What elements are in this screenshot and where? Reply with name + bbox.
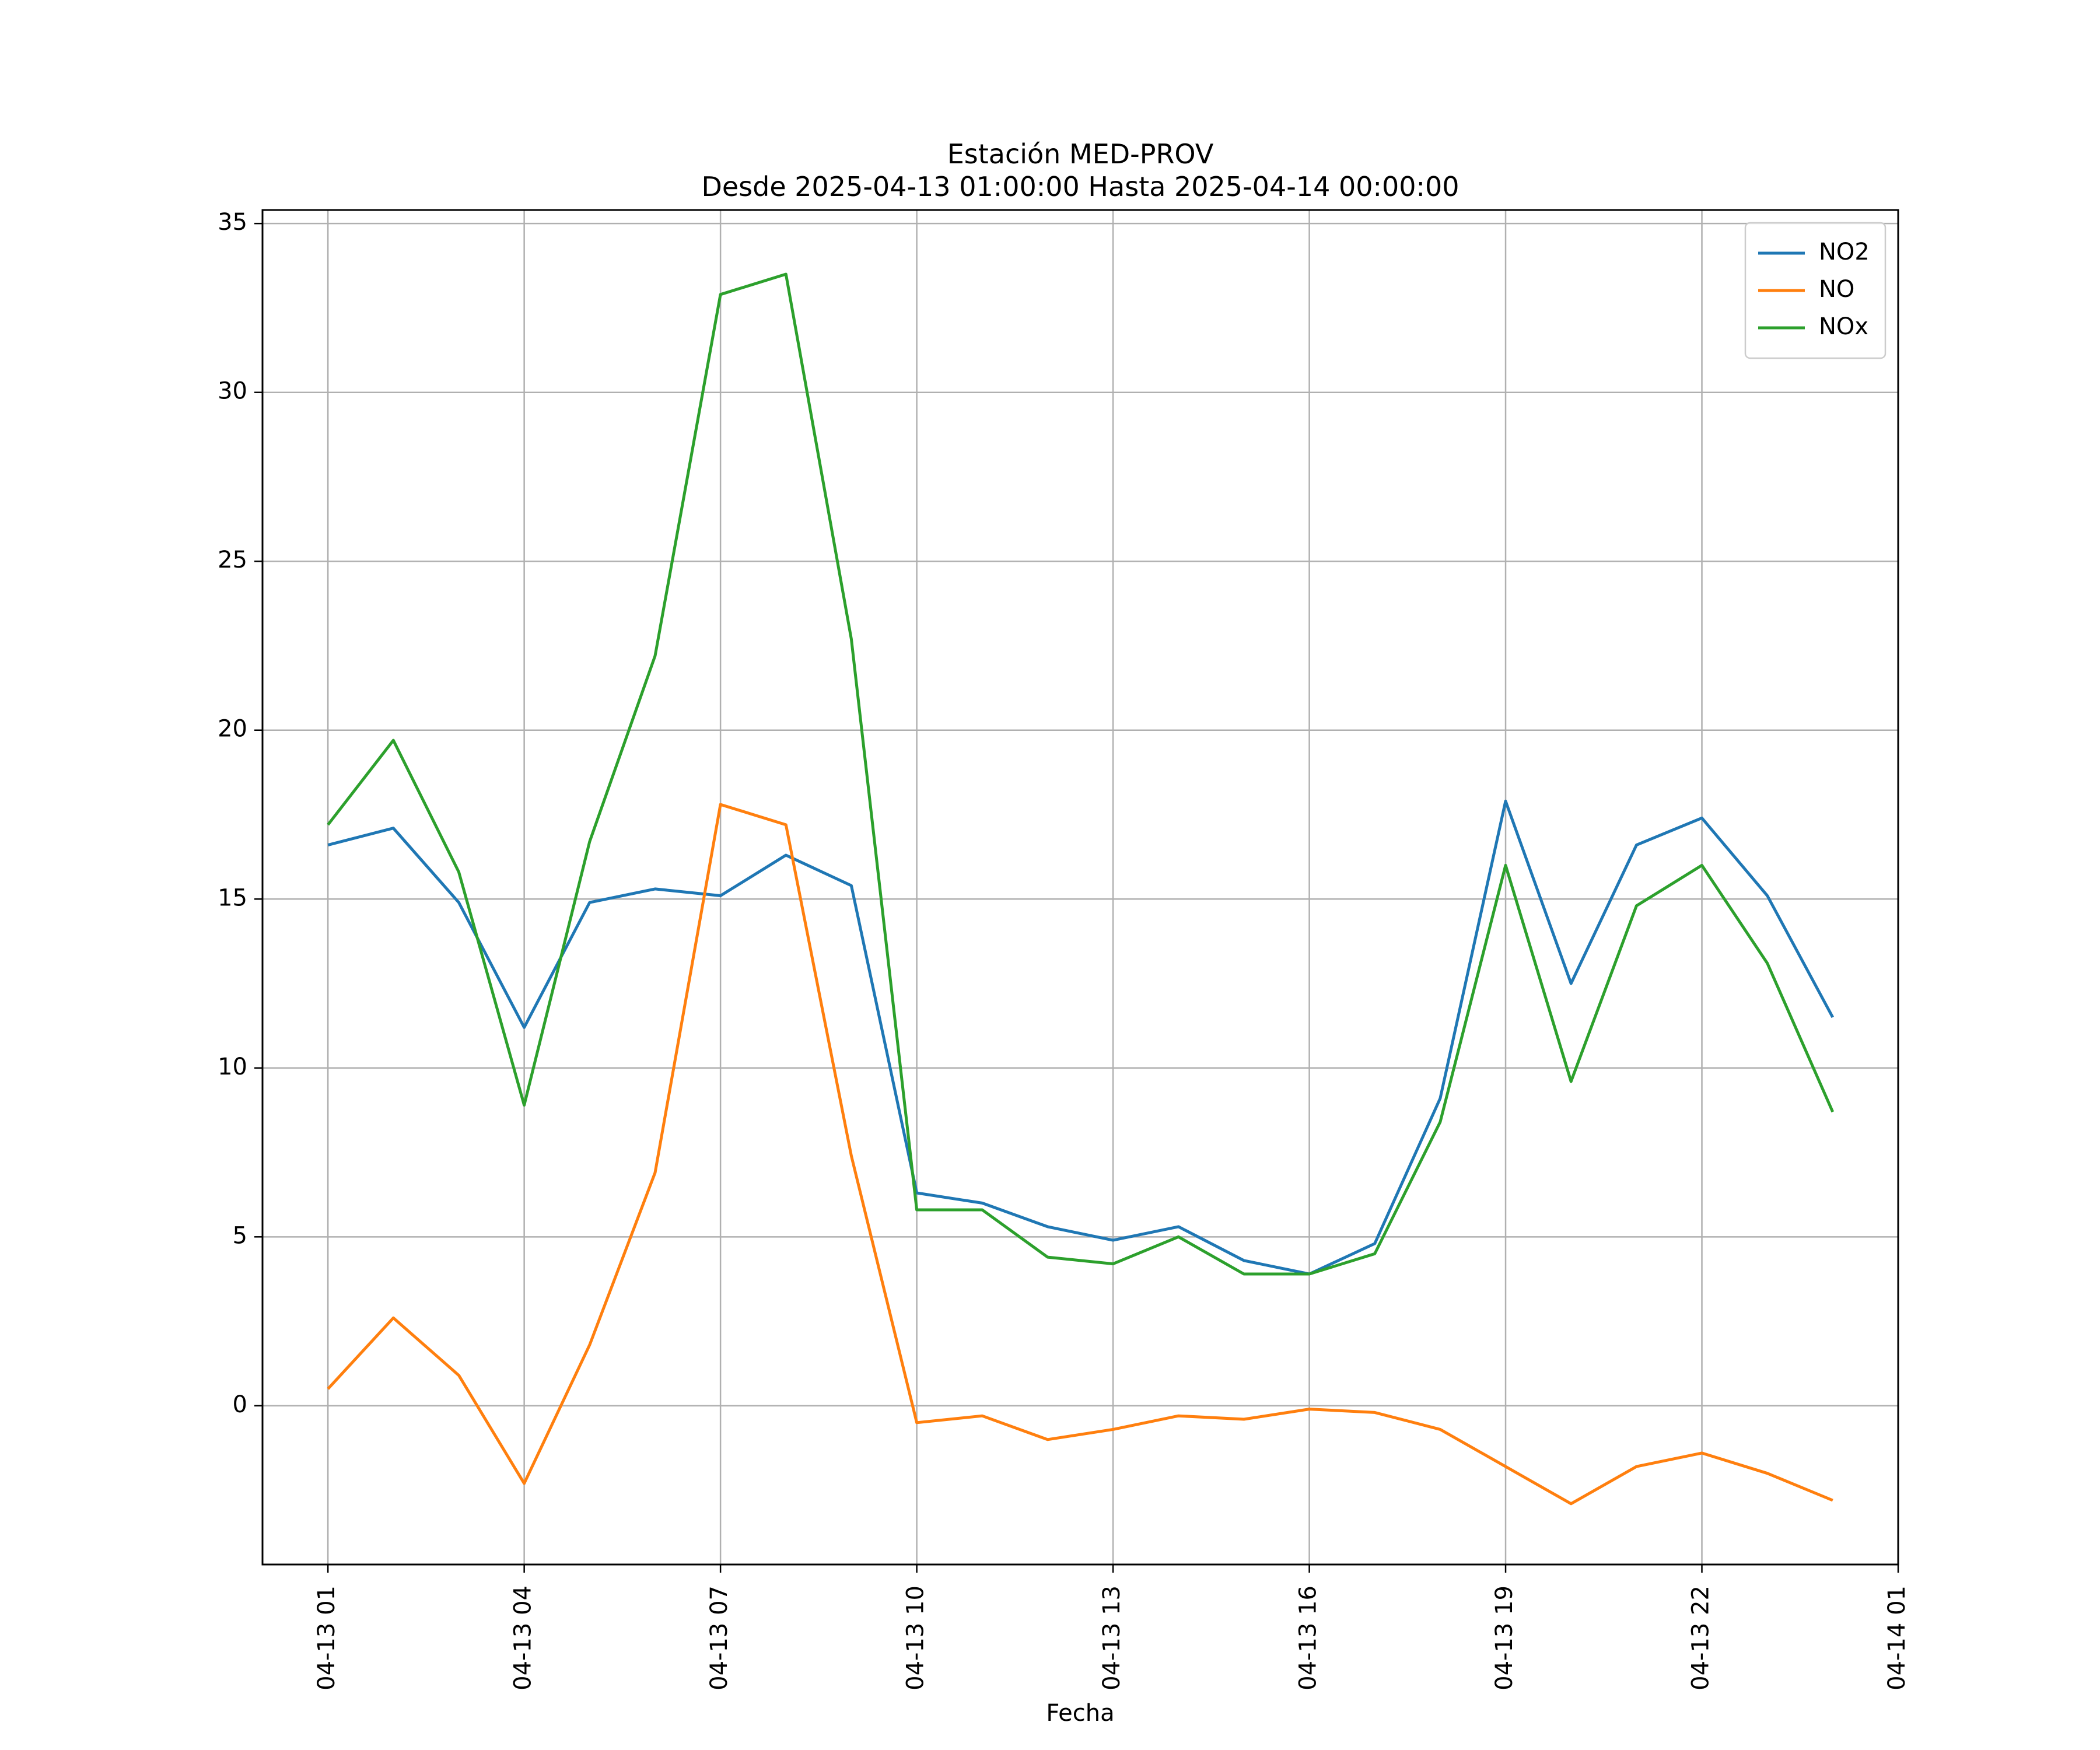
chart-subtitle: Desde 2025-04-13 01:00:00 Hasta 2025-04-… <box>701 171 1459 202</box>
legend-label-no: NO <box>1819 276 1854 303</box>
x-tick-label: 04-13 10 <box>902 1586 929 1690</box>
x-axis-label: Fecha <box>1046 1700 1114 1727</box>
x-tick-label: 04-13 19 <box>1491 1586 1518 1690</box>
legend: NO2 NO NOx <box>1744 222 1887 359</box>
series-line-no2 <box>327 799 1835 1276</box>
x-tick-label: 04-13 13 <box>1098 1586 1125 1690</box>
x-tick-label: 04-13 04 <box>510 1586 537 1690</box>
chart-title: Estación MED-PROV <box>947 138 1214 170</box>
y-axis-ticks: 0 5 10 15 20 25 30 35 <box>218 209 262 1418</box>
x-tick-label: 04-13 16 <box>1295 1586 1322 1690</box>
y-tick-label: 20 <box>218 716 247 743</box>
legend-label-nox: NOx <box>1819 313 1868 340</box>
x-tick-label: 04-14 01 <box>1884 1586 1910 1690</box>
y-tick-label: 0 <box>233 1391 247 1418</box>
x-tick-label: 04-13 22 <box>1688 1586 1714 1690</box>
y-tick-label: 35 <box>218 209 247 236</box>
series-line-no <box>327 803 1833 1506</box>
x-tick-label: 04-13 07 <box>706 1586 733 1690</box>
y-tick-label: 30 <box>218 378 247 405</box>
legend-box <box>1744 222 1887 359</box>
y-tick-label: 5 <box>233 1222 247 1249</box>
series-line-nox <box>327 272 1835 1276</box>
y-tick-label: 25 <box>218 547 247 573</box>
x-tick-label: 04-13 01 <box>313 1586 340 1690</box>
y-tick-label: 15 <box>218 884 247 911</box>
legend-label-no2: NO2 <box>1819 239 1870 265</box>
plot-lines <box>327 272 1835 1506</box>
plot-frame <box>261 209 1899 1566</box>
x-axis-ticks: 04-13 01 04-13 04 04-13 07 04-13 10 04-13 13… <box>313 1564 1910 1690</box>
y-tick-label: 10 <box>218 1054 247 1080</box>
